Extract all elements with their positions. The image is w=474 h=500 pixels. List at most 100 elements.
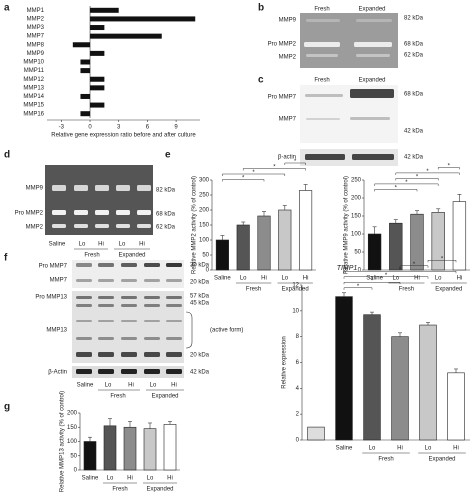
blot-band: [74, 210, 88, 215]
size-label: 20 kDa: [190, 353, 210, 359]
category-label: MMP7: [27, 34, 45, 40]
blot-band: [121, 263, 137, 267]
x-tick-label: Lo: [425, 446, 432, 452]
blot-band: [76, 279, 92, 282]
lane-label: Hi: [171, 383, 177, 389]
significance-label: *: [395, 185, 398, 191]
size-label: 30 kDa: [190, 263, 210, 269]
blot-band: [98, 320, 114, 322]
column-label: Expanded: [358, 78, 385, 84]
blot-band: [121, 369, 137, 374]
blot-band: [52, 210, 66, 215]
x-tick-label: Lo: [435, 276, 442, 282]
bar: [215, 239, 229, 271]
blot-band: [76, 369, 92, 374]
significance-label: *: [441, 256, 444, 262]
chart-title: TIMP1: [337, 265, 358, 272]
bar: [90, 76, 105, 82]
blot-band: [116, 224, 130, 228]
bar: [335, 296, 353, 441]
size-label: 42 kDa: [404, 155, 424, 161]
bar: [83, 441, 97, 471]
band-label: MMP7: [279, 117, 297, 123]
significance-bracket: [343, 276, 429, 279]
group-label: Expanded: [146, 487, 173, 493]
blot-band: [98, 369, 114, 374]
x-tick-label: Hi: [261, 276, 267, 282]
x-tick-label: Hi: [167, 476, 173, 482]
blot-band: [166, 337, 182, 340]
bar: [123, 426, 137, 471]
blot-band: [98, 263, 114, 267]
lane-label: Saline: [77, 383, 94, 389]
blot-band: [166, 320, 182, 322]
x-axis-label: Relative gene expression ratio before an…: [51, 133, 196, 139]
blot-band: [144, 296, 160, 299]
band-label: MMP2: [26, 225, 44, 231]
bar: [80, 59, 91, 65]
y-tick-label: 0: [74, 468, 78, 474]
blot-band: [144, 337, 160, 340]
significance-label: *: [357, 284, 360, 290]
blot-band: [350, 117, 390, 120]
bar: [419, 324, 437, 441]
group-label: Fresh: [246, 287, 261, 293]
bar: [278, 209, 292, 271]
y-axis-label: Relative MMP2 activity (% of control): [192, 176, 198, 274]
x-tick-label: Lo: [147, 476, 154, 482]
bar: [236, 224, 250, 271]
size-label: 42 kDa: [190, 370, 210, 376]
bar: [80, 111, 91, 117]
group-label: Expanded: [428, 457, 455, 463]
y-tick-label: 100: [67, 439, 78, 445]
significance-bracket: [437, 167, 460, 170]
y-tick-label: 150: [67, 425, 78, 431]
band-label: Pro MMP2: [268, 42, 297, 48]
x-tick-label: -3: [59, 125, 65, 131]
x-tick-label: 3: [117, 125, 121, 131]
y-axis-label: Relative MMP9 activity (% of control): [344, 176, 350, 274]
bar: [143, 428, 157, 471]
significance-bracket: [374, 183, 439, 186]
band-label: MMP2: [279, 55, 297, 61]
blot-band: [144, 279, 160, 282]
size-label: 20 kDa: [190, 280, 210, 286]
size-label: 68 kDa: [404, 92, 424, 98]
bar: [103, 425, 117, 471]
blot-band: [116, 210, 130, 215]
blot-band: [95, 224, 109, 228]
blot-band: [306, 118, 340, 120]
bar: [90, 25, 105, 31]
x-tick-label: Hi: [453, 446, 459, 452]
group-label: Fresh: [84, 253, 99, 259]
group-label: Expanded: [118, 253, 145, 259]
blot-band: [356, 19, 392, 22]
significance-bracket: [242, 168, 306, 171]
lane-label: Lo: [150, 383, 157, 389]
lane-label: Hi: [128, 383, 134, 389]
category-label: MMP8: [27, 42, 45, 48]
category-label: MMP15: [23, 103, 44, 109]
blot-band: [74, 185, 88, 191]
category-label: MMP1: [27, 8, 45, 14]
significance-bracket: [395, 178, 439, 181]
blot-band: [137, 224, 151, 228]
category-label: MMP2: [27, 17, 45, 23]
x-tick-label: Saline: [366, 276, 383, 282]
column-label: Fresh: [314, 78, 329, 84]
significance-label: *: [426, 169, 429, 175]
significance-label: *: [294, 159, 297, 165]
category-label: MMP13: [23, 85, 44, 91]
band-label: MMP7: [50, 278, 68, 284]
blot-band: [166, 352, 182, 357]
category-label: MMP11: [24, 68, 45, 74]
band-label: MMP9: [26, 186, 44, 192]
size-label: 57 kDa: [190, 294, 210, 300]
blot-band: [166, 304, 182, 307]
bar: [72, 42, 91, 48]
blot-band: [121, 296, 137, 299]
panel-letter: g: [4, 402, 10, 413]
x-tick-label: Lo: [392, 276, 399, 282]
blot-band: [76, 320, 92, 322]
blot-band: [304, 42, 340, 47]
